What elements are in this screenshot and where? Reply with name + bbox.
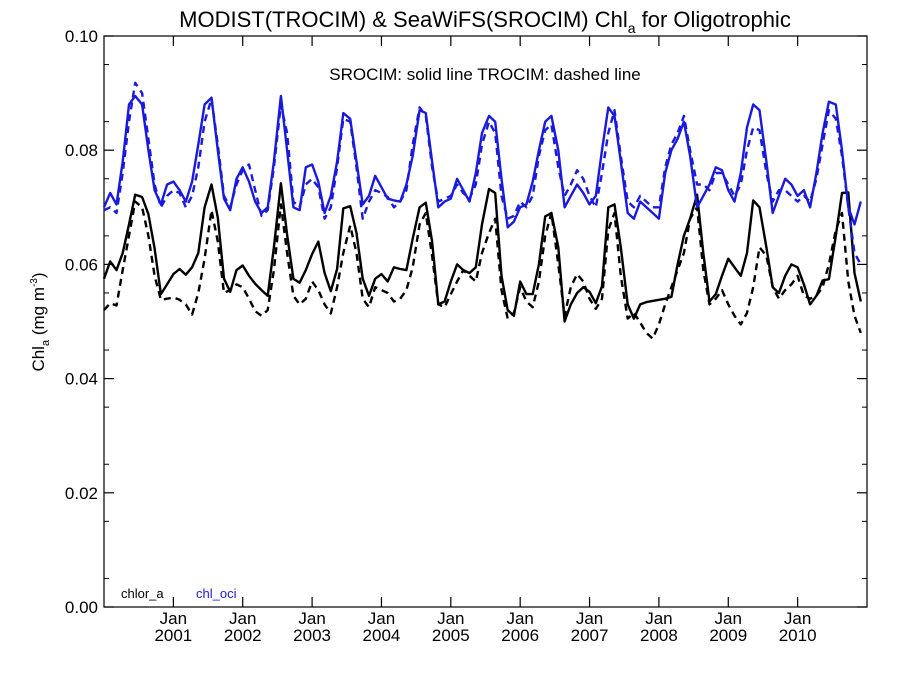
y-tick-label: 0.08 xyxy=(65,141,98,160)
y-tick-label: 0.10 xyxy=(65,27,98,46)
x-tick-month: Jan xyxy=(368,609,395,628)
x-tick-month: Jan xyxy=(784,609,811,628)
x-tick-year: 2004 xyxy=(363,626,401,645)
x-tick-month: Jan xyxy=(715,609,742,628)
series-line-chl-oci-dashed xyxy=(103,81,862,265)
title-subscript: a xyxy=(628,20,636,36)
x-tick-month: Jan xyxy=(645,609,672,628)
y-axis-label: Chla (mg m-3) xyxy=(29,272,52,371)
x-tick-year: 2006 xyxy=(501,626,539,645)
y-tick-label: 0.06 xyxy=(65,255,98,274)
x-tick-year: 2007 xyxy=(571,626,609,645)
ylabel-subscript: a xyxy=(40,339,52,346)
series-line-chl-oci-solid xyxy=(102,94,862,229)
y-tick-label: 0.04 xyxy=(65,370,98,389)
ylabel-main: Chl xyxy=(29,346,48,372)
x-tick-year: 2003 xyxy=(293,626,331,645)
x-tick-year: 2001 xyxy=(154,626,192,645)
x-tick-month: Jan xyxy=(298,609,325,628)
svg-text:Chla (mg m-3): Chla (mg m-3) xyxy=(29,272,52,371)
y-axis: 0.00 0.02 0.04 0.06 0.08 0.10 xyxy=(65,27,867,617)
legend-chl-oci: chl_oci xyxy=(196,586,237,601)
ylabel-close: ) xyxy=(29,272,48,278)
chart-title: MODIST(TROCIM) & SeaWiFS(SROCIM) Chla fo… xyxy=(179,7,791,36)
ylabel-superscript: -3 xyxy=(29,278,40,287)
x-tick-month: Jan xyxy=(576,609,603,628)
x-tick-month: Jan xyxy=(229,609,256,628)
x-tick-year: 2002 xyxy=(224,626,262,645)
y-tick-label: 0.00 xyxy=(65,598,98,617)
series-line-chlor-a-solid xyxy=(102,182,862,323)
title-main: MODIST(TROCIM) & SeaWiFS(SROCIM) Chl xyxy=(179,7,628,32)
series-line-chlor-a-dashed xyxy=(103,200,862,340)
x-axis: Jan2001Jan2002Jan2003Jan2004Jan2005Jan20… xyxy=(154,36,817,645)
x-tick-year: 2010 xyxy=(779,626,817,645)
x-tick-year: 2005 xyxy=(432,626,470,645)
line-style-annotation: SROCIM: solid line TROCIM: dashed line xyxy=(329,65,640,84)
series-layer xyxy=(102,81,862,340)
plot-frame xyxy=(103,35,868,608)
x-tick-month: Jan xyxy=(437,609,464,628)
x-tick-month: Jan xyxy=(506,609,533,628)
x-tick-year: 2009 xyxy=(709,626,747,645)
legend-chlor-a: chlor_a xyxy=(121,586,164,601)
title-tail: for Oligotrophic xyxy=(636,7,791,32)
x-tick-year: 2008 xyxy=(640,626,678,645)
ylabel-tail: (mg m xyxy=(29,287,48,340)
y-tick-label: 0.02 xyxy=(65,484,98,503)
x-tick-month: Jan xyxy=(160,609,187,628)
